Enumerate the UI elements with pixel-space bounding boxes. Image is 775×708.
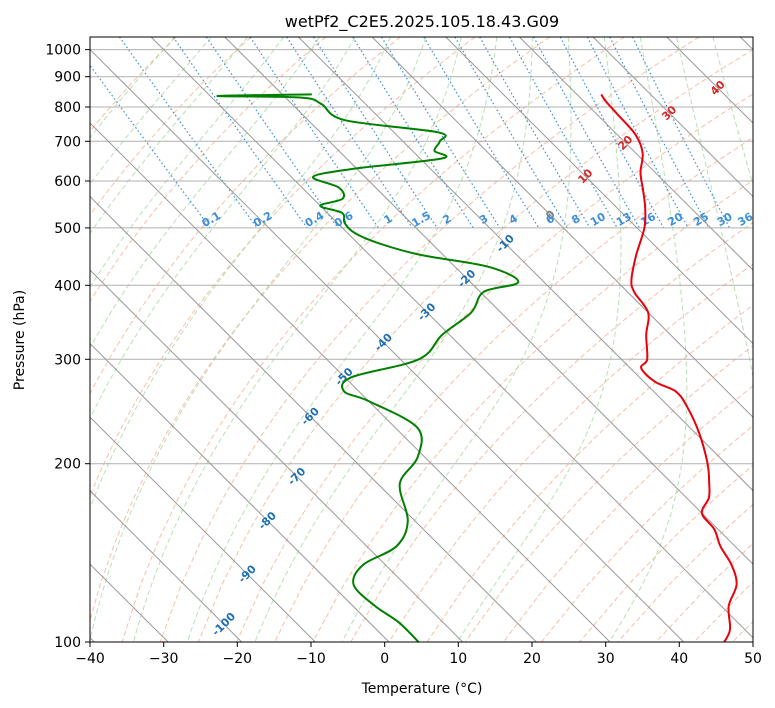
x-tick-label: −30 <box>149 651 179 667</box>
x-axis-title: Temperature (°C) <box>361 681 483 697</box>
mixing-ratio-line <box>352 37 474 229</box>
mixing-ratio-line <box>172 37 308 229</box>
isotherm-line <box>445 37 753 345</box>
x-tick-label: 40 <box>670 651 688 667</box>
y-tick-label: 100 <box>54 635 81 651</box>
dry-adiabat-line <box>426 304 753 642</box>
x-axis-ticks: −40 −30 −20 −10 0 10 20 30 40 50 <box>75 642 762 667</box>
moist-adiabat-line <box>90 37 320 349</box>
x-tick-label: 20 <box>523 651 541 667</box>
mixing-ratio-line <box>508 37 618 229</box>
y-tick-label: 900 <box>54 70 81 86</box>
moist-adiabat-line <box>341 37 572 642</box>
isotherm-line <box>519 37 753 271</box>
dry-adiabat-line <box>90 37 327 303</box>
x-tick-label: −10 <box>296 651 326 667</box>
dry-adiabat-line <box>90 37 551 623</box>
isotherm-line <box>90 195 537 642</box>
isotherm-line <box>224 37 753 565</box>
isotherm-line <box>371 37 753 418</box>
plot-frame <box>89 36 754 643</box>
mixing-ratio-label: 36 <box>735 210 755 229</box>
isotherm-line <box>90 122 611 642</box>
mixing-ratio-line <box>381 37 501 229</box>
x-tick-label: 0 <box>380 651 389 667</box>
y-axis-ticks: 100 200 300 400 500 600 700 800 900 1000 <box>45 43 90 651</box>
x-tick-label: −20 <box>223 651 253 667</box>
mixing-ratio-line <box>632 37 731 229</box>
isotherm-line <box>90 48 685 642</box>
y-tick-label: 1000 <box>45 43 81 59</box>
isotherm-line <box>90 489 243 642</box>
mixing-ratio-line <box>205 37 339 229</box>
mixing-ratio-line <box>312 37 438 229</box>
temperature-profile-line <box>600 93 738 642</box>
isotherm-line <box>592 37 753 198</box>
chart-title: wetPf2_C2E5.2025.105.18.43.G09 <box>285 12 559 32</box>
y-axis-title: Pressure (hPa) <box>12 290 28 390</box>
mixing-ratio-line <box>90 64 211 229</box>
dry-adiabat-line <box>90 37 252 216</box>
dry-adiabat-line <box>503 385 753 642</box>
mixing-ratio-lines <box>90 37 731 229</box>
moist-adiabat-line <box>712 37 753 187</box>
y-tick-label: 200 <box>54 457 81 473</box>
y-tick-label: 600 <box>54 174 81 190</box>
dry-adiabat-line <box>90 37 177 133</box>
moist-adiabat-line <box>186 37 498 642</box>
x-tick-label: −40 <box>75 651 105 667</box>
moist-adiabat-line <box>90 37 248 235</box>
dry-adiabat-line <box>90 37 476 497</box>
y-tick-label: 800 <box>54 100 81 116</box>
x-tick-label: 50 <box>744 651 762 667</box>
dry-adiabat-line <box>388 263 753 642</box>
dewpoint-profile-line <box>216 93 520 642</box>
moist-adiabat-line <box>676 37 753 380</box>
dry-adiabat-line <box>159 37 700 642</box>
x-tick-label: 10 <box>449 651 467 667</box>
mixing-ratio-line <box>559 37 665 229</box>
mixing-ratio-line <box>249 37 379 229</box>
x-tick-label: 30 <box>597 651 615 667</box>
y-tick-label: 500 <box>54 221 81 237</box>
dry-adiabat-line <box>312 179 753 642</box>
moist-adiabat-line <box>254 37 533 642</box>
y-tick-label: 300 <box>54 352 81 368</box>
dry-adiabats <box>90 37 753 642</box>
dry-adiabat-line <box>197 49 753 642</box>
isotherm-line <box>90 416 316 642</box>
dry-adiabat-line <box>121 37 625 642</box>
plot-area: -100-90-80-70-60-50-40-30-20-10 01020304… <box>90 37 755 642</box>
isotherm-gridlines <box>90 37 753 642</box>
moist-adiabat-line <box>608 37 688 642</box>
isobar-gridlines <box>90 49 753 642</box>
isotherm-line <box>90 342 390 642</box>
isotherm-line <box>150 37 753 639</box>
y-tick-label: 700 <box>54 134 81 150</box>
mixing-ratio-line <box>119 37 258 229</box>
moist-adiabat-line <box>90 37 391 510</box>
mixing-ratio-line <box>533 37 640 229</box>
isotherm-line <box>90 269 464 642</box>
dry-adiabat-line <box>236 93 753 642</box>
moist-adiabat-line <box>90 37 356 420</box>
mixing-ratio-line <box>286 37 413 229</box>
isotherm-line <box>298 37 753 492</box>
y-tick-label: 400 <box>54 278 81 294</box>
moist-adiabat-line <box>133 37 462 642</box>
